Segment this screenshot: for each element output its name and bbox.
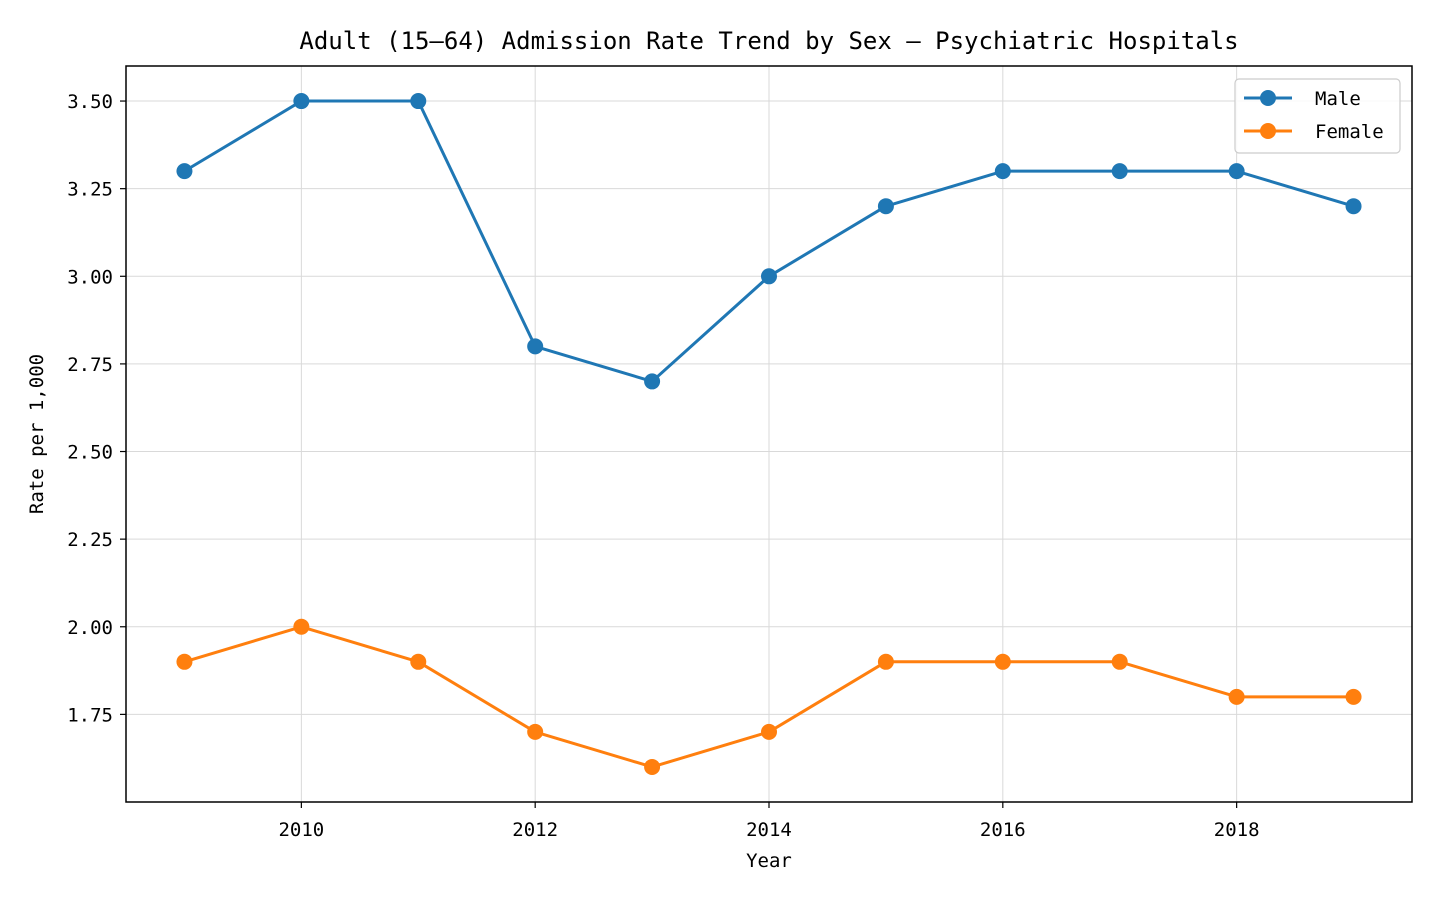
legend-label: Male: [1315, 88, 1361, 110]
data-point-male: [1228, 163, 1245, 180]
y-axis: 1.75 2.00 2.25 2.50 2.75 3.00 3.25 3.50: [67, 91, 126, 726]
x-axis-label: Year: [746, 850, 792, 872]
data-point-male: [176, 163, 193, 180]
data-point-female: [410, 653, 427, 670]
data-point-male: [644, 373, 661, 390]
x-tick-label: 2014: [746, 819, 792, 841]
data-point-male: [1345, 198, 1362, 215]
data-point-female: [1111, 653, 1128, 670]
data-point-male: [761, 268, 777, 285]
series-female: [176, 618, 1362, 775]
x-tick-label: 2016: [980, 819, 1026, 841]
y-tick-label: 3.25: [67, 179, 113, 201]
legend: Male Female: [1234, 78, 1401, 154]
y-tick-label: 3.50: [67, 91, 113, 113]
y-tick-label: 2.00: [67, 617, 113, 639]
data-point-female: [1228, 688, 1245, 705]
y-tick-label: 3.00: [67, 266, 113, 288]
data-point-female: [1345, 688, 1362, 705]
y-axis-label: Rate per 1,000: [26, 354, 48, 514]
legend-item-male: Male: [1244, 88, 1361, 110]
x-tick-label: 2018: [1214, 819, 1260, 841]
data-point-female: [994, 653, 1011, 670]
series-layer: [176, 93, 1362, 775]
x-tick-label: 2010: [278, 819, 324, 841]
legend-marker-swatch: [1260, 90, 1276, 106]
data-point-female: [877, 653, 894, 670]
data-point-female: [761, 723, 777, 740]
legend-item-female: Female: [1244, 121, 1384, 143]
y-tick-label: 2.25: [67, 529, 113, 551]
data-point-male: [293, 93, 310, 110]
series-male: [176, 93, 1362, 390]
data-point-female: [527, 723, 544, 740]
x-axis: 2010 2012 2014 2016 2018: [278, 802, 1260, 841]
data-point-male: [994, 163, 1011, 180]
x-tick-label: 2012: [512, 819, 558, 841]
legend-label: Female: [1315, 121, 1384, 143]
y-tick-label: 2.50: [67, 442, 113, 464]
data-point-female: [293, 618, 310, 635]
data-point-female: [644, 758, 661, 775]
data-point-male: [1111, 163, 1128, 180]
data-point-female: [176, 653, 193, 670]
y-tick-label: 2.75: [67, 354, 113, 376]
grid: [126, 66, 1412, 802]
data-point-male: [410, 93, 427, 110]
data-point-male: [527, 338, 544, 355]
chart-title: Adult (15–64) Admission Rate Trend by Se…: [299, 27, 1238, 55]
legend-marker-swatch: [1260, 123, 1276, 139]
y-tick-label: 1.75: [67, 704, 113, 726]
data-point-male: [877, 198, 894, 215]
